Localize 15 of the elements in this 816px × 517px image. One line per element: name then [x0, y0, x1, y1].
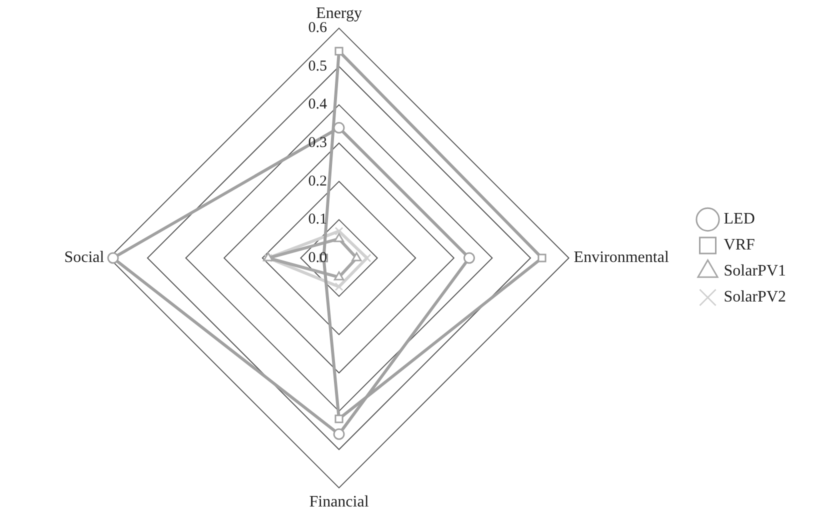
legend-label: SolarPV2 [724, 288, 786, 306]
y-tick-label: 0.2 [308, 173, 327, 190]
y-tick-label: 0.4 [308, 96, 328, 113]
legend-label: VRF [724, 236, 755, 254]
spoke-label: Social [64, 249, 105, 266]
y-tick-label: 0.3 [308, 135, 327, 152]
y-tick-label: 0.0 [308, 250, 327, 266]
legend-label: LED [724, 210, 755, 228]
spoke-label: Environmental [574, 249, 670, 266]
spoke-label: Financial [309, 494, 370, 511]
spoke-label: Energy [316, 4, 362, 22]
y-tick-label: 0.6 [308, 20, 328, 36]
legend-label: SolarPV1 [724, 262, 786, 280]
y-tick-label: 0.5 [308, 58, 327, 74]
y-tick-label: 0.1 [308, 212, 327, 228]
